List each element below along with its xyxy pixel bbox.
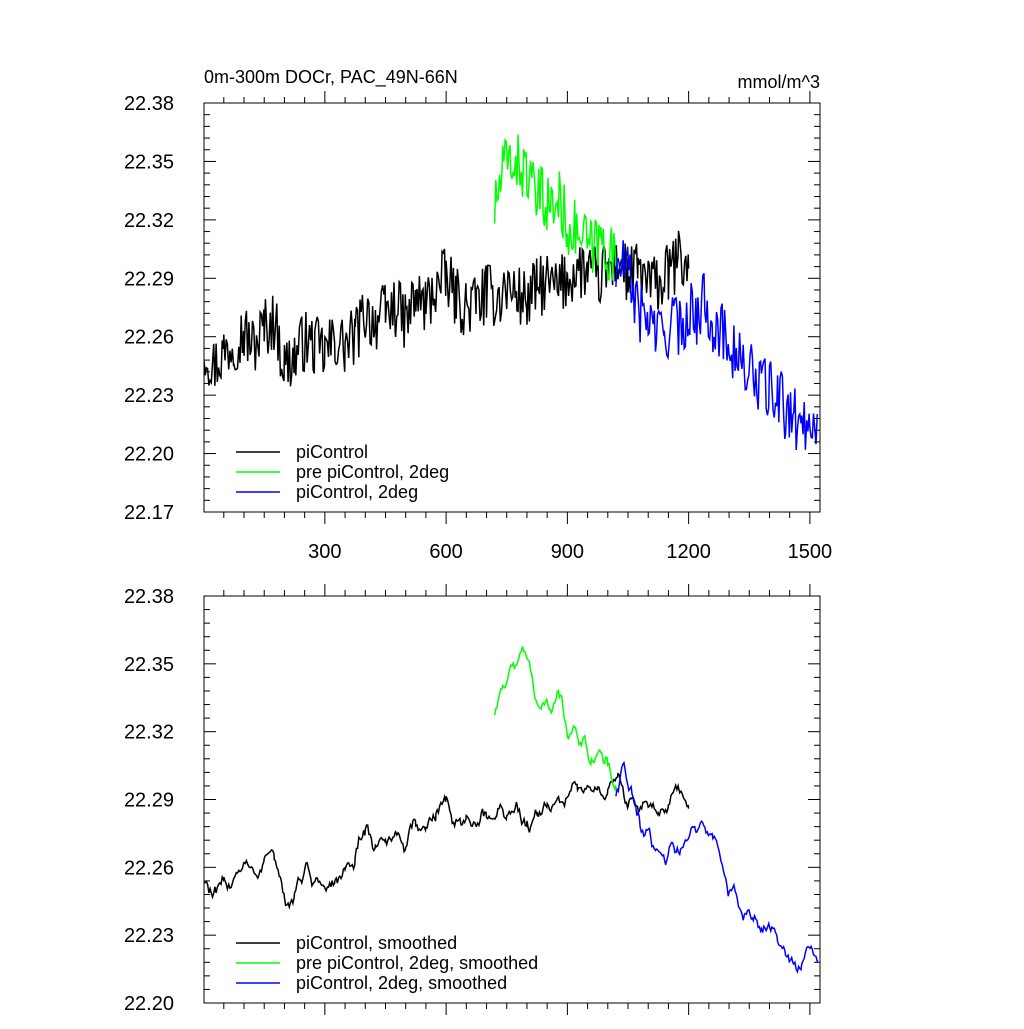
x-tick-label: 1500 [788, 541, 833, 563]
series-line-1 [204, 772, 690, 910]
y-tick-label: 22.29 [124, 268, 174, 290]
y-tick-label: 22.20 [124, 444, 174, 466]
chart-units: mmol/m^3 [738, 72, 820, 92]
y-tick-label: 22.35 [124, 654, 174, 676]
y-tick-label: 22.26 [124, 327, 174, 349]
y-tick-label: 22.23 [124, 925, 174, 947]
series-line-2 [493, 646, 617, 793]
series-line-3 [615, 761, 819, 974]
x-tick-label: 600 [429, 541, 462, 563]
x-tick-label: 1200 [666, 541, 711, 563]
series-line-3 [615, 240, 819, 451]
x-tick-label: 900 [551, 541, 584, 563]
legend-label: piControl [296, 442, 368, 462]
y-tick-label: 22.17 [124, 502, 174, 524]
y-tick-label: 22.23 [124, 385, 174, 407]
y-tick-label: 22.32 [124, 210, 174, 232]
y-tick-label: 22.26 [124, 857, 174, 879]
panel-bottom: 22.20 22.23 22.26 22.29 22.32 22.35 22.38 piCon… [124, 584, 821, 1015]
legend-label: piControl, smoothed [296, 933, 457, 953]
legend-label: pre piControl, 2deg [296, 462, 449, 482]
y-tick-label: 22.38 [124, 586, 174, 608]
legend-label: piControl, 2deg [296, 482, 418, 502]
legend-label: pre piControl, 2deg, smoothed [296, 953, 538, 973]
plot-frame [203, 102, 821, 513]
chart-title: 0m-300m DOCr, PAC_49N-66N [204, 67, 458, 88]
x-tick-label: 300 [308, 541, 341, 563]
legend-label: piControl, 2deg, smoothed [296, 973, 507, 993]
y-tick-label: 22.20 [124, 993, 174, 1015]
series-line-2 [493, 134, 617, 281]
panel-top: 22.17 22.20 22.23 22.26 22.29 22.32 22.35 22.38… [124, 91, 832, 563]
y-tick-label: 22.38 [124, 93, 174, 115]
y-tick-label: 22.35 [124, 151, 174, 173]
y-tick-label: 22.32 [124, 722, 174, 744]
y-tick-label: 22.29 [124, 790, 174, 812]
